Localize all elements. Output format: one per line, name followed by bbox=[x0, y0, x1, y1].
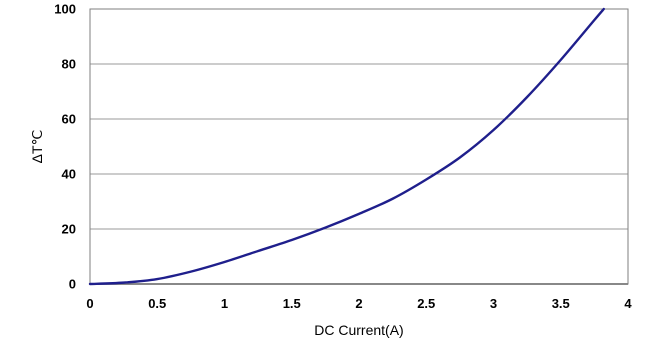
series-line-0 bbox=[88, 7, 605, 286]
y-tick-label-80: 80 bbox=[62, 57, 76, 72]
series-layer bbox=[88, 7, 605, 286]
x-tick-labels: 0 0.5 1 1.5 2 2.5 3 3.5 4 bbox=[86, 296, 632, 311]
x-tick-label-4: 4 bbox=[624, 296, 632, 311]
y-axis-title: ΔT℃ bbox=[29, 130, 45, 164]
y-tick-label-100: 100 bbox=[54, 2, 76, 17]
x-tick-label-2.5: 2.5 bbox=[417, 296, 435, 311]
x-tick-label-2: 2 bbox=[355, 296, 362, 311]
x-tick-label-3: 3 bbox=[490, 296, 497, 311]
y-tick-label-0: 0 bbox=[69, 277, 76, 292]
y-tick-label-60: 60 bbox=[62, 112, 76, 127]
x-tick-label-0.5: 0.5 bbox=[148, 296, 166, 311]
y-tick-labels: 0 20 40 60 80 100 bbox=[54, 2, 76, 292]
x-axis-title: DC Current(A) bbox=[314, 322, 403, 338]
x-tick-label-0: 0 bbox=[86, 296, 93, 311]
plot-area-frame bbox=[89, 8, 629, 285]
y-tick-label-40: 40 bbox=[62, 167, 76, 182]
grid-layer bbox=[90, 8, 628, 285]
x-tick-label-1.5: 1.5 bbox=[283, 296, 301, 311]
x-tick-label-1: 1 bbox=[221, 296, 228, 311]
y-tick-label-20: 20 bbox=[62, 222, 76, 237]
x-tick-label-3.5: 3.5 bbox=[552, 296, 570, 311]
